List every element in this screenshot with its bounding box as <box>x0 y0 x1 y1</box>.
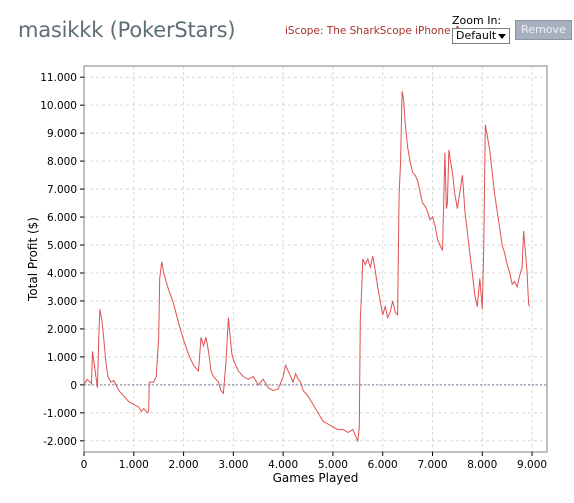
y-axis-label: Total Profit ($) <box>26 217 40 302</box>
y-tick-label: 8.000 <box>47 156 77 168</box>
x-tick-label: 9.000 <box>517 459 547 471</box>
profit-series-line <box>83 91 531 443</box>
player-name-title: masikkk (PokerStars) <box>18 18 236 42</box>
x-tick-label: 2.000 <box>169 459 199 471</box>
y-tick-label: 11.000 <box>40 72 77 84</box>
x-axis: 0 1.000 2.000 3.000 4.000 5.000 6.000 7.000 8.00… <box>81 452 547 471</box>
y-tick-label: 3.000 <box>47 296 77 308</box>
x-tick-label: 0 <box>81 459 88 471</box>
zoom-selected-value: Default <box>456 29 497 42</box>
y-tick-label: 9.000 <box>47 128 77 140</box>
zoom-select[interactable]: Default <box>452 28 510 44</box>
y-tick-label: 2.000 <box>47 324 77 336</box>
x-tick-label: 8.000 <box>467 459 497 471</box>
plot-area <box>83 65 548 453</box>
y-tick-label: -2.000 <box>43 436 77 448</box>
iscope-promo-link[interactable]: iScope: The SharkScope iPhone App <box>285 25 475 37</box>
y-axis: -2.000 -1.000 0 1.000 2.000 3.000 4.000 5.000 6.… <box>40 72 84 448</box>
y-tick-label: 6.000 <box>47 212 77 224</box>
y-tick-label: 0 <box>70 380 77 392</box>
zoom-label: Zoom In: <box>452 14 502 27</box>
x-tick-label: 3.000 <box>218 459 248 471</box>
remove-button[interactable]: Remove <box>515 20 572 40</box>
chart-grid <box>83 66 547 452</box>
x-tick-label: 7.000 <box>417 459 447 471</box>
y-tick-label: 1.000 <box>47 352 77 364</box>
x-tick-label: 4.000 <box>268 459 298 471</box>
y-tick-label: -1.000 <box>43 408 77 420</box>
x-tick-label: 1.000 <box>119 459 149 471</box>
y-tick-label: 7.000 <box>47 184 77 196</box>
y-tick-label: 4.000 <box>47 268 77 280</box>
chevron-down-icon <box>498 34 506 39</box>
x-tick-label: 5.000 <box>318 459 348 471</box>
x-tick-label: 6.000 <box>368 459 398 471</box>
y-tick-label: 10.000 <box>40 100 77 112</box>
x-axis-label: Games Played <box>273 471 359 485</box>
y-tick-label: 5.000 <box>47 240 77 252</box>
zoom-control: Zoom In: Default <box>452 14 510 44</box>
